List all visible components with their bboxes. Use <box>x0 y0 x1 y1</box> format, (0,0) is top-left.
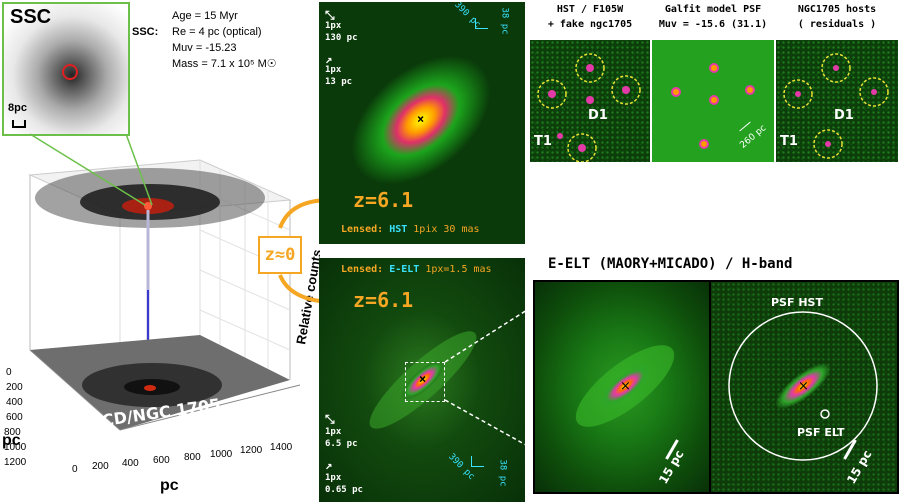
hst-row-panel-data: D1 T1 <box>530 40 650 162</box>
plot3d-xtick: 1000 <box>210 449 233 460</box>
ssc-scale-bar <box>12 120 26 128</box>
elt-zoom-panel-right: × PSF HST PSF ELT 15 pc <box>709 280 899 494</box>
hst-scale2-b: 13 pc <box>325 77 353 87</box>
hst-footer-rest: 1pix 30 mas <box>413 224 480 235</box>
elt-scale2-b: 0.65 pc <box>325 485 363 495</box>
hst-scale1-a: 1px <box>325 21 342 31</box>
elt-zoom-panel-left: × 15 pc <box>533 280 713 494</box>
plot3d-xtick: 600 <box>153 455 170 466</box>
plot3d-xtick: 200 <box>92 461 109 472</box>
elt-scale2-a: 1px <box>325 473 342 483</box>
ssc-scale-label: 8pc <box>8 102 27 114</box>
ssc-mass: Mass = 7.1 x 10⁵ M☉ <box>172 58 277 70</box>
hst-footer-lensed: Lensed: <box>341 224 384 235</box>
hst-row-title-3b: ( residuals ) <box>797 19 877 30</box>
hst-row-title-2: Galfit model PSF Muv = -15.6 (31.1) <box>652 2 774 32</box>
hst-scale1-arrow: ⤡ <box>325 8 335 22</box>
ssc-muv: Muv = -15.23 <box>172 42 237 54</box>
hst-footer: Lensed: HST 1pix 30 mas <box>341 224 480 235</box>
elt-header-rest: 1px=1.5 mas <box>425 264 492 275</box>
plot3d-xtick: 1400 <box>270 442 293 453</box>
psf-hst-circle <box>728 311 878 461</box>
ssc-properties: Age = 15 Myr Re = 4 pc (optical) Muv = -… <box>172 8 277 72</box>
elt-blob <box>369 331 477 429</box>
plot3d-ytick: 600 <box>6 412 23 423</box>
plot3d-xtick: 800 <box>184 452 201 463</box>
plot3d-ytick: 800 <box>4 427 21 438</box>
zoom-connectors <box>444 304 536 451</box>
hst-row-title-3a: NGC1705 hosts <box>797 4 877 15</box>
hst-scale2-a: 1px <box>325 65 342 75</box>
elt-scale1-arrow: ⤡ <box>325 412 335 426</box>
hst-row-d1-label: D1 <box>588 108 608 123</box>
psf-elt-circle <box>820 409 830 419</box>
inset-connector <box>29 133 153 206</box>
plot3d-ytick: 1000 <box>4 442 27 453</box>
hst-row-title-1a: HST / F105W <box>556 4 624 15</box>
svg-text:×: × <box>798 379 809 394</box>
elt-zoom-right-blob: × <box>728 311 878 461</box>
plot3d-xlabel: pc <box>160 477 179 494</box>
hst-row-t1-label: T1 <box>534 134 552 149</box>
ssc-title: SSC <box>10 6 52 28</box>
hst-center-marker: × <box>417 112 425 126</box>
elt-zoom-title: E-ELT (MAORY+MICADO) / H-band <box>548 256 793 272</box>
hst-scale1: 1px 130 pc <box>325 20 358 44</box>
hst-scale2-arrow: ↗ <box>325 52 333 66</box>
hst-row-title-3: NGC1705 hosts ( residuals ) <box>776 2 898 32</box>
ssc-re: Re = 4 pc (optical) <box>172 26 262 38</box>
hst-row-title-2b: Muv = -15.6 (31.1) <box>658 19 768 30</box>
elt-header-lensed: Lensed: <box>341 264 384 275</box>
ssc-label: SSC: <box>132 26 159 38</box>
plot3d-xtick: 1200 <box>240 445 263 456</box>
ssc-red-circle <box>62 64 78 80</box>
elt-scale2: 1px 0.65 pc <box>325 472 363 496</box>
elt-lensed-panel: × Lensed: E-ELT 1px=1.5 mas z=6.1 ⤡ 1px … <box>319 258 525 502</box>
hst-row-title-1: HST / F105W + fake ngc1705 <box>530 2 650 32</box>
psf-hst-label: PSF HST <box>771 296 823 309</box>
hst-row-d1-label-res: D1 <box>834 108 854 123</box>
hst-footer-inst: HST <box>389 224 408 235</box>
hst-redshift: z=6.1 <box>353 188 414 212</box>
hst-corner-38: 38 pc <box>499 7 510 35</box>
elt-scale1-a: 1px <box>325 427 342 437</box>
z-approx-label: z≈0 <box>264 245 296 265</box>
svg-text:×: × <box>620 379 631 394</box>
elt-scale1-b: 6.5 pc <box>325 439 358 449</box>
hst-row-title-1b: + fake ngc1705 <box>547 19 633 30</box>
elt-scale1: 1px 6.5 pc <box>325 426 358 450</box>
hst-row-t1-label-res: T1 <box>780 134 798 149</box>
plot3d-ytick: 200 <box>6 382 23 393</box>
hst-scale2: 1px 13 pc <box>325 64 352 88</box>
plot3d-ylabel: pc <box>2 432 21 449</box>
plot3d-ytick: 1200 <box>4 457 27 468</box>
elt-corner-bracket <box>471 456 484 467</box>
hst-row-title-2a: Galfit model PSF <box>664 4 762 15</box>
elt-center-marker: × <box>419 372 427 386</box>
hst-blob <box>351 55 491 185</box>
ssc-inset: SSC 8pc <box>2 2 130 136</box>
elt-scale2-arrow: ↗ <box>325 458 333 472</box>
hst-row: HST / F105W + fake ngc1705 Galfit model … <box>530 0 899 165</box>
hst-row-panel-model: 260 pc <box>652 40 774 162</box>
plot3d-xtick: 400 <box>122 458 139 469</box>
hst-row-panel-residuals: D1 T1 <box>776 40 898 162</box>
plot3d-ytick: 400 <box>6 397 23 408</box>
plot3d-xtick: 0 <box>72 464 78 475</box>
hst-corner-bracket <box>475 18 488 29</box>
elt-redshift: z=6.1 <box>353 288 414 312</box>
plot3d-ytick: 0 <box>6 367 12 378</box>
elt-zoom-box <box>405 362 445 402</box>
hst-lensed-panel: × ⤡ 1px 130 pc ↗ 1px 13 pc 390 pc 38 pc … <box>319 2 525 244</box>
elt-header-inst: E-ELT <box>389 264 420 275</box>
elt-header: Lensed: E-ELT 1px=1.5 mas <box>341 264 492 275</box>
ssc-age: Age = 15 Myr <box>172 10 238 22</box>
z-approx-badge: z≈0 <box>258 236 302 274</box>
plot3d: 0 200 400 600 800 1000 1200 1400 0 200 4… <box>2 159 320 494</box>
elt-corner-38: 38 pc <box>497 459 508 487</box>
psf-elt-label: PSF ELT <box>797 426 845 439</box>
hst-scale1-b: 130 pc <box>325 33 358 43</box>
elt-zoom-left-blob: × <box>575 345 675 427</box>
